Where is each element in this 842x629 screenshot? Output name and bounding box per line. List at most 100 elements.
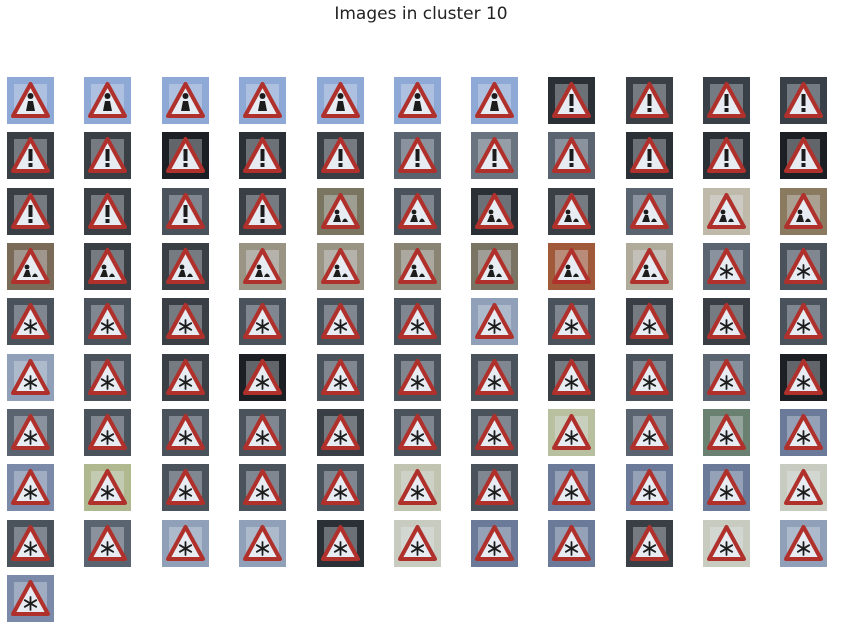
warning-sign-icon xyxy=(626,132,673,179)
cluster-image xyxy=(84,298,131,345)
cluster-image xyxy=(317,298,364,345)
warning-sign-icon xyxy=(394,77,441,124)
cluster-image xyxy=(239,464,286,511)
cluster-image xyxy=(626,409,673,456)
cluster-image xyxy=(703,132,750,179)
warning-sign-icon xyxy=(548,409,595,456)
cluster-image xyxy=(703,188,750,235)
cluster-image xyxy=(780,354,827,401)
warning-sign-icon xyxy=(471,77,518,124)
warning-sign-icon xyxy=(162,243,209,290)
warning-sign-icon xyxy=(7,354,54,401)
cluster-image xyxy=(239,188,286,235)
cluster-image xyxy=(7,243,54,290)
warning-sign-icon xyxy=(471,188,518,235)
cluster-image xyxy=(7,77,54,124)
warning-sign-icon xyxy=(162,77,209,124)
warning-sign-icon xyxy=(84,520,131,567)
cluster-image xyxy=(471,354,518,401)
warning-sign-icon xyxy=(626,464,673,511)
cluster-image xyxy=(7,132,54,179)
warning-sign-icon xyxy=(548,354,595,401)
warning-sign-icon xyxy=(703,77,750,124)
cluster-image xyxy=(626,520,673,567)
cluster-image xyxy=(162,132,209,179)
cluster-image xyxy=(780,132,827,179)
cluster-image xyxy=(162,409,209,456)
warning-sign-icon xyxy=(317,132,364,179)
warning-sign-icon xyxy=(626,298,673,345)
warning-sign-icon xyxy=(239,298,286,345)
warning-sign-icon xyxy=(471,520,518,567)
cluster-image xyxy=(317,409,364,456)
cluster-image xyxy=(626,188,673,235)
cluster-image xyxy=(84,188,131,235)
warning-sign-icon xyxy=(394,409,441,456)
cluster-image xyxy=(394,354,441,401)
cluster-image xyxy=(162,354,209,401)
cluster-image xyxy=(239,409,286,456)
warning-sign-icon xyxy=(84,464,131,511)
cluster-image xyxy=(548,464,595,511)
warning-sign-icon xyxy=(239,243,286,290)
warning-sign-icon xyxy=(84,354,131,401)
cluster-image xyxy=(780,520,827,567)
cluster-image xyxy=(548,132,595,179)
warning-sign-icon xyxy=(703,243,750,290)
warning-sign-icon xyxy=(780,132,827,179)
cluster-image xyxy=(626,298,673,345)
warning-sign-icon xyxy=(394,354,441,401)
cluster-image xyxy=(317,520,364,567)
cluster-image xyxy=(239,520,286,567)
cluster-image xyxy=(317,243,364,290)
cluster-image xyxy=(703,77,750,124)
warning-sign-icon xyxy=(780,77,827,124)
cluster-image xyxy=(548,520,595,567)
warning-sign-icon xyxy=(7,520,54,567)
cluster-image xyxy=(471,409,518,456)
cluster-image xyxy=(239,243,286,290)
warning-sign-icon xyxy=(239,464,286,511)
warning-sign-icon xyxy=(548,298,595,345)
cluster-image xyxy=(239,298,286,345)
cluster-image xyxy=(317,354,364,401)
warning-sign-icon xyxy=(317,520,364,567)
cluster-image xyxy=(626,132,673,179)
cluster-image xyxy=(162,464,209,511)
warning-sign-icon xyxy=(84,132,131,179)
warning-sign-icon xyxy=(780,188,827,235)
warning-sign-icon xyxy=(84,409,131,456)
warning-sign-icon xyxy=(394,464,441,511)
cluster-image xyxy=(239,77,286,124)
cluster-image xyxy=(471,188,518,235)
cluster-image xyxy=(394,132,441,179)
cluster-image xyxy=(317,77,364,124)
warning-sign-icon xyxy=(548,464,595,511)
cluster-image xyxy=(84,243,131,290)
cluster-image xyxy=(162,243,209,290)
cluster-image xyxy=(626,243,673,290)
cluster-image xyxy=(239,354,286,401)
cluster-image xyxy=(780,298,827,345)
cluster-image xyxy=(703,520,750,567)
warning-sign-icon xyxy=(394,520,441,567)
warning-sign-icon xyxy=(7,464,54,511)
warning-sign-icon xyxy=(780,464,827,511)
warning-sign-icon xyxy=(548,520,595,567)
warning-sign-icon xyxy=(471,132,518,179)
cluster-image xyxy=(84,464,131,511)
warning-sign-icon xyxy=(317,464,364,511)
warning-sign-icon xyxy=(7,77,54,124)
warning-sign-icon xyxy=(317,298,364,345)
warning-sign-icon xyxy=(471,354,518,401)
cluster-image xyxy=(394,464,441,511)
cluster-image xyxy=(471,520,518,567)
cluster-image xyxy=(7,520,54,567)
cluster-image xyxy=(317,188,364,235)
cluster-image xyxy=(780,409,827,456)
warning-sign-icon xyxy=(239,354,286,401)
cluster-image xyxy=(780,188,827,235)
cluster-image xyxy=(780,243,827,290)
cluster-image xyxy=(394,77,441,124)
